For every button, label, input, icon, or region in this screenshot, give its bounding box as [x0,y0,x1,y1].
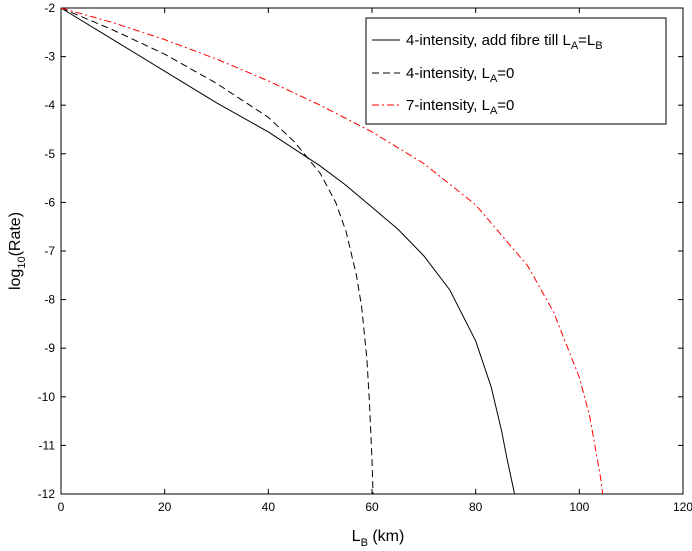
series-line-1 [60,7,518,495]
series-layer [60,7,604,495]
y-tick-label: -11 [39,438,56,452]
y-tick-label: -8 [44,293,55,307]
x-tick-label: 0 [58,500,65,514]
x-axis-label: LB (km) [352,528,405,549]
legend: 4-intensity, add fibre till LA=LB 4-inten… [365,17,667,125]
y-axis-label: log10(Rate) [7,212,28,290]
x-tick-label: 20 [158,500,172,514]
y-tick-label: -9 [44,341,55,355]
x-tick-label: 60 [365,500,379,514]
x-tick-label: 40 [262,500,276,514]
legend-label-2: 4-intensity, LA=0 [406,65,514,85]
x-tick-label: 100 [569,500,589,514]
y-tick-label: -2 [44,1,55,15]
y-axis-ticks: -2 -3 -4 -5 -6 -7 -8 -9 -10 -11 -12 [38,1,683,501]
y-tick-label: -3 [44,50,55,64]
x-tick-label: 120 [673,500,692,514]
x-tick-label: 80 [469,500,483,514]
y-tick-label: -5 [44,147,55,161]
legend-label-3: 7-intensity, LA=0 [406,97,514,117]
y-tick-label: -6 [44,195,55,209]
y-tick-label: -4 [44,98,55,112]
series-line-2 [60,7,374,495]
y-tick-label: -12 [38,487,56,501]
x-axis-ticks: 0 20 40 60 80 100 120 [58,8,692,514]
y-tick-label: -10 [38,390,56,404]
y-tick-label: -7 [44,244,55,258]
series-line-3 [60,7,604,495]
legend-box [365,17,667,125]
legend-label-1: 4-intensity, add fibre till LA=LB [406,32,603,52]
